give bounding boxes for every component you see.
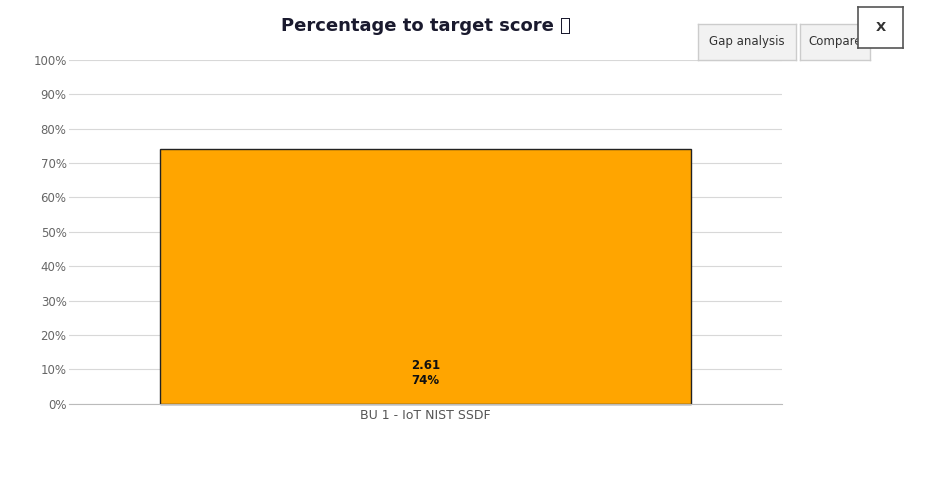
Bar [160, 149, 691, 404]
Text: 2.61
74%: 2.61 74% [411, 358, 440, 387]
Text: X: X [875, 21, 886, 34]
Text: Compare: Compare [808, 35, 861, 48]
Text: Gap analysis: Gap analysis [709, 35, 784, 48]
Text: Percentage to target score ⓘ: Percentage to target score ⓘ [280, 17, 571, 35]
